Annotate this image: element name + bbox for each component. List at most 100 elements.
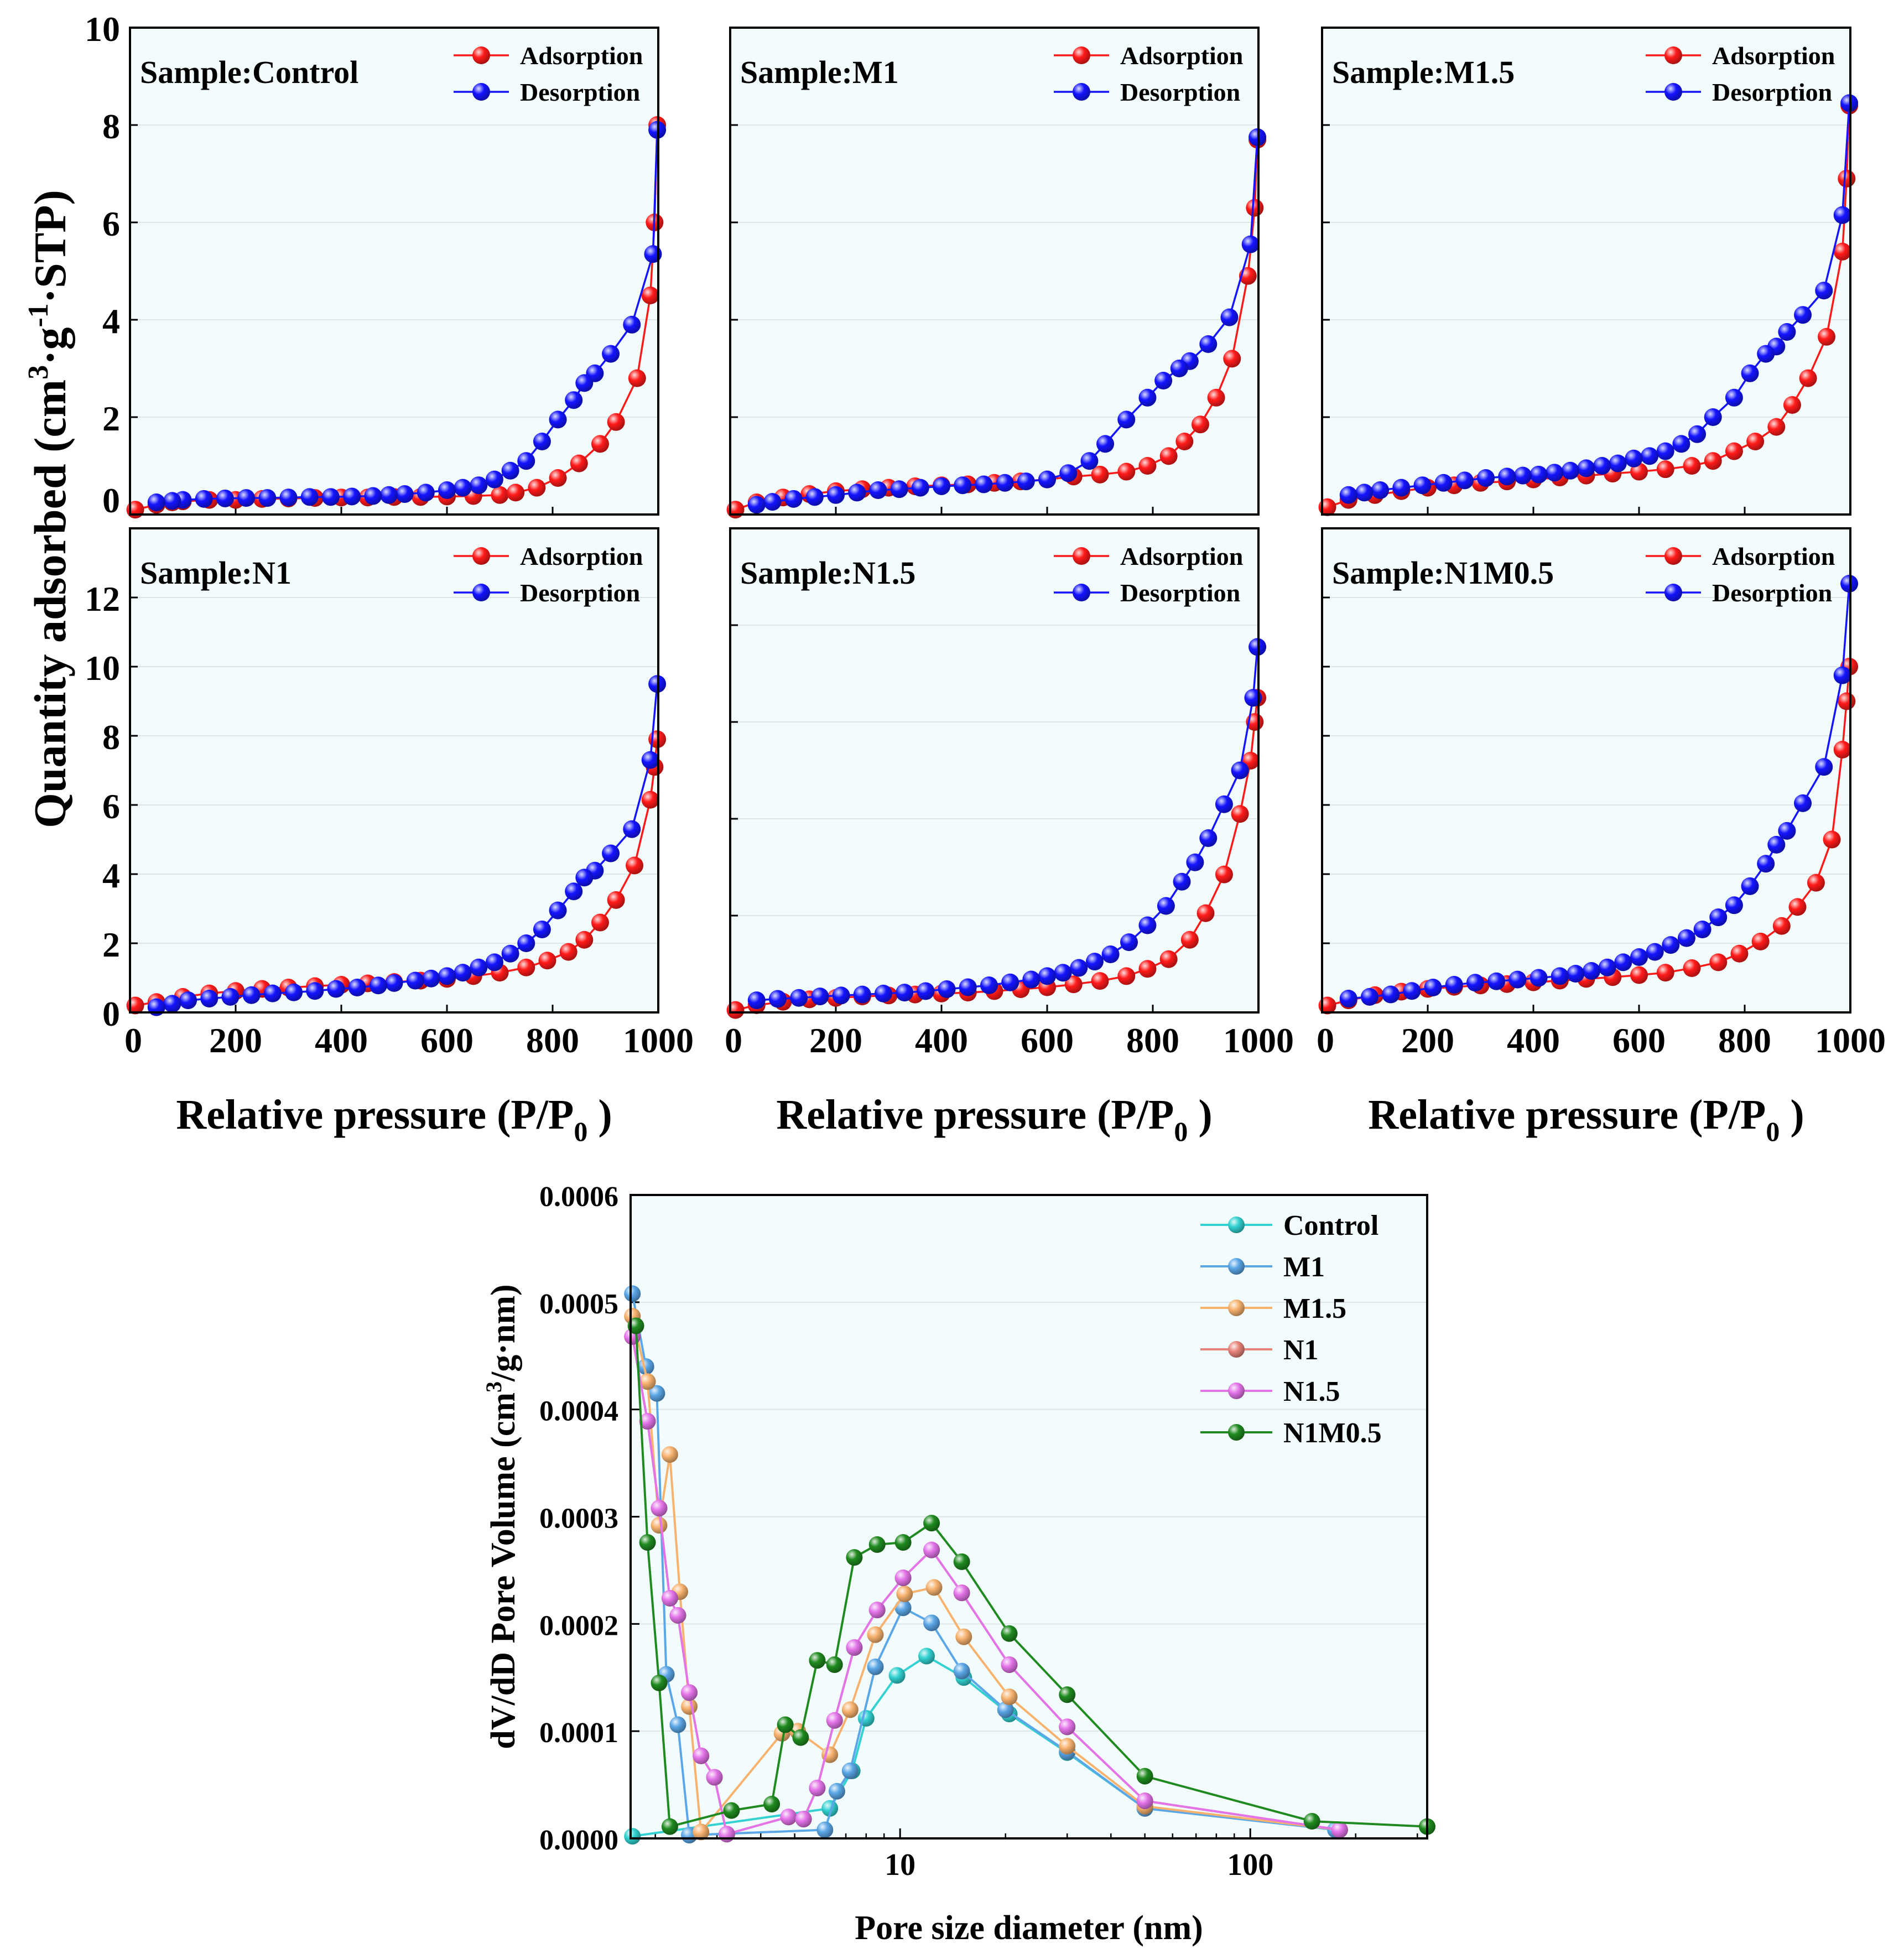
data-point	[1220, 308, 1239, 326]
series-line	[631, 1336, 1340, 1836]
data-point	[648, 1385, 665, 1402]
y-tick-label: 10	[85, 9, 120, 49]
y-tick-label: 0.0003	[539, 1503, 618, 1535]
data-point	[602, 345, 620, 363]
data-point	[747, 991, 766, 1010]
data-point	[747, 496, 766, 514]
y-tick-label: 0.0004	[539, 1396, 618, 1427]
data-point	[348, 979, 366, 996]
data-point	[953, 1553, 970, 1570]
legend-label: Desorption	[1120, 78, 1240, 106]
data-point	[888, 1667, 906, 1684]
data-point	[258, 489, 277, 507]
data-point	[549, 901, 567, 919]
data-point	[1662, 936, 1680, 954]
y-tick-label: 8	[102, 718, 120, 757]
data-point	[627, 1317, 644, 1334]
data-point	[1059, 1686, 1076, 1703]
panel-title: Sample:N1	[140, 555, 292, 591]
data-point	[953, 1584, 970, 1602]
legend-marker	[1073, 584, 1090, 601]
shared-y-axis-label: Quantity adsorbed (cm3·g-1·STP)	[23, 190, 75, 828]
y-tick-label: 10	[85, 648, 120, 688]
data-point	[809, 1779, 826, 1796]
data-point	[1392, 479, 1411, 497]
data-point	[1215, 795, 1233, 813]
data-point	[896, 1586, 913, 1603]
data-point	[533, 921, 551, 938]
legend-label: Adsorption	[520, 542, 643, 570]
legend-marker	[1228, 1383, 1245, 1399]
panel-title: Sample:M1.5	[1332, 54, 1515, 90]
y-tick-label: 4	[102, 302, 120, 341]
data-point	[768, 990, 787, 1008]
data-point	[626, 856, 644, 875]
data-point	[1339, 990, 1357, 1007]
panel-title: Sample:Control	[140, 54, 358, 90]
plot-frame	[129, 527, 659, 1014]
data-point	[485, 470, 503, 489]
data-point	[1455, 471, 1474, 490]
data-point	[1530, 465, 1548, 484]
data-point	[321, 488, 340, 506]
data-point	[1001, 1625, 1018, 1642]
data-point	[1101, 945, 1120, 963]
data-point	[911, 479, 929, 497]
legend-label: Desorption	[1712, 579, 1832, 607]
series-desorption	[147, 121, 667, 511]
data-point	[1513, 466, 1532, 485]
data-point	[591, 435, 609, 453]
y-tick-label: 8	[102, 107, 120, 146]
data-point	[343, 487, 361, 506]
data-point	[1246, 199, 1264, 217]
data-point	[1355, 484, 1374, 502]
y-tick-label: 2	[102, 925, 120, 964]
data-point	[575, 869, 594, 887]
data-point	[1683, 457, 1701, 475]
data-point	[591, 913, 609, 932]
data-point	[1059, 1738, 1076, 1755]
data-point	[1656, 964, 1674, 982]
data-point	[874, 984, 892, 1002]
panel-title: Sample:N1M0.5	[1332, 555, 1554, 591]
data-point	[777, 1716, 794, 1733]
legend-label: Adsorption	[1120, 542, 1243, 570]
data-point	[1017, 472, 1035, 491]
x-tick-label: 400	[915, 1021, 968, 1060]
data-point	[1807, 874, 1825, 892]
data-point	[1767, 418, 1786, 436]
data-point	[1746, 433, 1765, 450]
legend-marker	[1228, 1300, 1245, 1316]
data-point	[485, 953, 503, 971]
y-tick-label: 4	[102, 856, 120, 895]
isotherm-panel-n1m05: 0 200 400 600 800 1000 Sample:N1M0.5 Adsorption…	[1317, 527, 1886, 1060]
data-point	[1730, 944, 1749, 963]
data-point	[1833, 206, 1851, 224]
isotherm-panel-n1: 0 2 4 6 8 10 12 0 200 400 600 800 1000 Sample:N1 Adsor…	[85, 527, 694, 1060]
data-point	[1477, 469, 1495, 487]
data-point	[1138, 457, 1157, 475]
data-point	[1577, 459, 1595, 477]
legend-marker	[1228, 1258, 1245, 1275]
data-point	[306, 982, 324, 1000]
legend-label: Adsorption	[1712, 41, 1835, 70]
legend-marker	[1228, 1424, 1245, 1441]
data-point	[1001, 1688, 1018, 1706]
data-point	[1794, 794, 1812, 812]
data-point	[1725, 896, 1743, 914]
data-point	[1794, 306, 1812, 324]
data-point	[1656, 460, 1674, 479]
data-point	[607, 413, 625, 431]
legend-label: Desorption	[520, 78, 640, 106]
x-tick-label: 600	[1612, 1021, 1666, 1060]
data-point	[327, 980, 345, 998]
panel-title: Sample:M1	[740, 54, 899, 90]
data-point	[867, 1626, 884, 1643]
legend-label: N1.5	[1283, 1376, 1340, 1407]
legend-label: Control	[1283, 1210, 1378, 1241]
data-point	[1833, 666, 1851, 684]
plot-frame	[729, 527, 1260, 1014]
x-tick-label: 600	[420, 1021, 474, 1060]
isotherm-panel-n15: 0 200 400 600 800 1000 Sample:N1.5 Adsorption De…	[725, 527, 1294, 1060]
data-point	[827, 486, 845, 504]
